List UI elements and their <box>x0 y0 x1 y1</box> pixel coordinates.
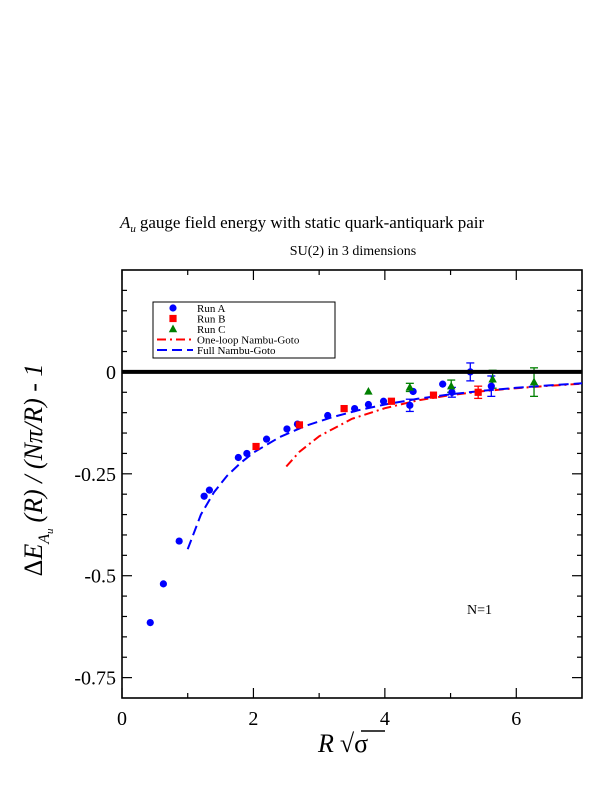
curve-4 <box>186 382 583 550</box>
data-point-circle <box>406 401 414 409</box>
data-point-circle <box>487 382 495 390</box>
data-point-circle <box>324 411 332 420</box>
data-point-circle <box>379 397 388 405</box>
data-point-circle <box>262 435 271 443</box>
axis-ticks: 0 2 4 6 0 -0.25 -0.5 -0.75 <box>74 270 582 730</box>
data-point-circle <box>146 618 154 627</box>
chart-title: Au gauge field energy with static quark-a… <box>119 213 485 235</box>
data-point-square <box>295 421 304 429</box>
data-point-circle <box>448 388 456 396</box>
legend-label: Full Nambu-Goto <box>197 345 276 357</box>
y-label-sub-u: u <box>44 528 56 534</box>
data-point-circle <box>243 449 251 458</box>
y-label-delta: Δ <box>19 560 48 577</box>
data-point-triangle <box>529 377 539 386</box>
data-point-circle <box>234 453 242 462</box>
data-point-circle <box>175 537 183 545</box>
y-tick-label: 0 <box>106 362 116 384</box>
legend-label: Run A <box>197 303 225 315</box>
data-point-circle <box>351 404 359 413</box>
data-point-triangle <box>447 381 456 390</box>
data-point-triangle <box>364 386 373 395</box>
curve-3 <box>285 382 583 468</box>
y-tick-label: -0.5 <box>84 566 116 588</box>
data-point-square <box>474 388 482 396</box>
x-tick-label: 0 <box>117 708 127 730</box>
data-point-circle <box>439 380 447 388</box>
x-tick-label: 4 <box>380 708 390 730</box>
data-point-triangle <box>488 374 497 383</box>
y-tick-label: -0.25 <box>74 464 116 486</box>
x-label-sigma: σ <box>354 729 368 758</box>
y-axis-label: ΔEAu (R) / (Nπ/R) - 1 <box>19 364 56 577</box>
data-point-circle <box>200 492 208 500</box>
x-tick-label: 6 <box>511 708 521 730</box>
fit-curves <box>186 382 583 550</box>
data-point-circle <box>205 486 213 494</box>
title-symbol: A <box>119 213 131 232</box>
x-axis-label: R √σ <box>317 729 368 758</box>
data-points <box>146 368 539 627</box>
y-label-sub-a: A <box>36 534 53 545</box>
x-label-sqrt: √ <box>340 729 355 758</box>
data-point-triangle <box>168 324 178 333</box>
x-tick-label: 2 <box>248 708 258 730</box>
data-point-square <box>340 404 348 413</box>
plot-frame <box>121 269 583 699</box>
legend-label: One-loop Nambu-Goto <box>197 335 300 347</box>
data-point-circle <box>283 425 291 433</box>
legend-label: Run B <box>197 314 225 326</box>
data-point-triangle <box>405 382 415 391</box>
y-tick-label: -0.75 <box>74 668 116 690</box>
y-label-rest: (R) / (Nπ/R) - 1 <box>19 364 48 523</box>
data-point-square <box>429 391 438 399</box>
data-point-square <box>252 442 260 451</box>
data-point-circle <box>159 580 167 588</box>
title-text: gauge field energy with static quark-ant… <box>140 213 485 232</box>
legend-label: Run C <box>197 324 225 336</box>
title-symbol-sub: u <box>130 223 136 235</box>
data-point-square <box>387 397 396 405</box>
annotation-n: N=1 <box>467 603 492 618</box>
x-label-r: R <box>317 729 334 758</box>
legend-box <box>152 301 336 359</box>
data-point-square <box>169 314 177 323</box>
data-point-circle <box>169 304 177 312</box>
y-label-e: E <box>19 544 48 561</box>
chart-subtitle: SU(2) in 3 dimensions <box>290 244 416 259</box>
data-point-circle <box>364 400 373 409</box>
